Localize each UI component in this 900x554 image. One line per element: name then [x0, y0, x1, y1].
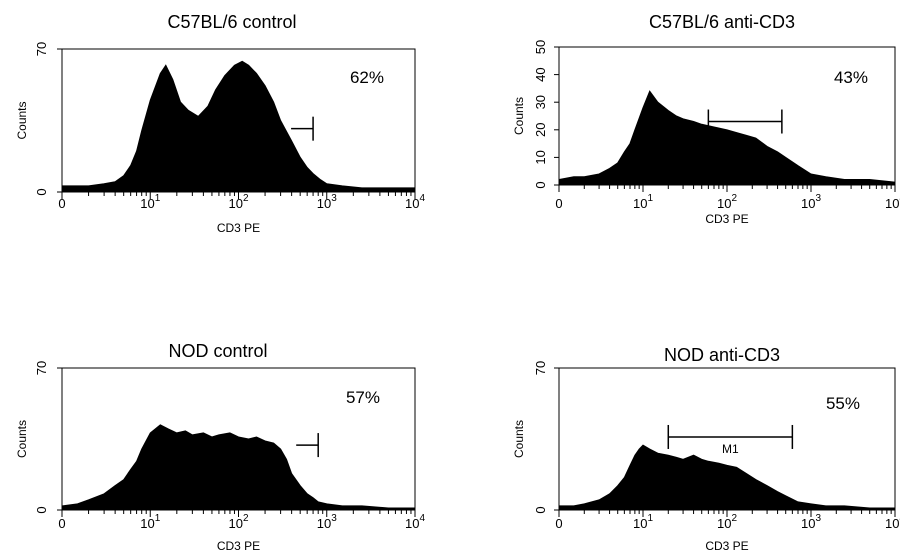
chart-title: C57BL/6 anti-CD3 [649, 12, 795, 32]
x-tick-label: 101 [633, 513, 653, 531]
y-axis-label: Counts [512, 420, 526, 458]
x-tick-label: 102 [717, 513, 737, 531]
x-tick-label: 0 [555, 196, 562, 211]
x-axis-label: CD3 PE [217, 221, 260, 235]
y-tick-label: 10 [533, 150, 548, 164]
x-tick-label: 0 [555, 516, 562, 531]
histogram-panel: NOD anti-CD3 0 70 Counts 0 101 102 103 104 CD3 PE… [512, 345, 900, 553]
y-tick-label: 0 [34, 188, 49, 195]
gate-percentage: 43% [834, 68, 868, 87]
x-tick-label: 103 [801, 193, 821, 211]
y-tick-label: 40 [533, 67, 548, 81]
gate-label: M1 [722, 442, 739, 456]
y-tick-label: 30 [533, 95, 548, 109]
x-tick-label: 0 [58, 516, 65, 531]
x-tick-label: 103 [801, 513, 821, 531]
y-axis-label: Counts [15, 420, 29, 458]
y-tick-label: 20 [533, 123, 548, 137]
y-tick-label: 50 [533, 40, 548, 54]
x-tick-label: 102 [717, 193, 737, 211]
gate-percentage: 62% [350, 68, 384, 87]
x-tick-label: 104 [405, 513, 425, 531]
chart-title: NOD anti-CD3 [664, 345, 780, 365]
histogram-panel: C57BL/6 anti-CD3 0 10 20 30 40 50 Counts 0 101 102… [512, 12, 900, 226]
y-tick-label: 70 [533, 361, 548, 375]
x-axis-label: CD3 PE [705, 539, 748, 553]
histogram-area [61, 424, 416, 511]
histogram-area [61, 60, 416, 193]
chart-title: C57BL/6 control [167, 12, 296, 32]
y-tick-label: 70 [34, 42, 49, 56]
y-axis-label: Counts [512, 97, 526, 135]
y-tick-label: 70 [34, 361, 49, 375]
x-tick-label: 104 [405, 193, 425, 211]
x-tick-label: 102 [228, 193, 248, 211]
gate-percentage: 55% [826, 394, 860, 413]
x-tick-label: 101 [633, 193, 653, 211]
x-tick-label: 101 [140, 513, 160, 531]
y-axis-label: Counts [15, 101, 29, 139]
chart-title: NOD control [168, 341, 267, 361]
x-tick-label: 104 [885, 513, 900, 531]
histogram-panel: C57BL/6 control 0 70 Counts 0 101 102 103 104 CD3… [15, 12, 425, 235]
y-tick-label: 0 [34, 506, 49, 513]
y-tick-label: 0 [533, 181, 548, 188]
y-tick-label: 0 [533, 506, 548, 513]
x-tick-label: 102 [228, 513, 248, 531]
x-tick-label: 103 [317, 513, 337, 531]
histogram-area [558, 90, 896, 186]
x-axis-label: CD3 PE [217, 539, 260, 553]
histogram-area [558, 444, 896, 511]
histogram-panel: NOD control 0 70 Counts 0 101 102 103 104 CD3 PE 5… [15, 341, 425, 553]
x-tick-label: 0 [58, 196, 65, 211]
x-tick-label: 104 [885, 193, 900, 211]
x-tick-label: 103 [317, 193, 337, 211]
x-axis-label: CD3 PE [705, 212, 748, 226]
x-tick-label: 101 [140, 193, 160, 211]
gate-percentage: 57% [346, 388, 380, 407]
